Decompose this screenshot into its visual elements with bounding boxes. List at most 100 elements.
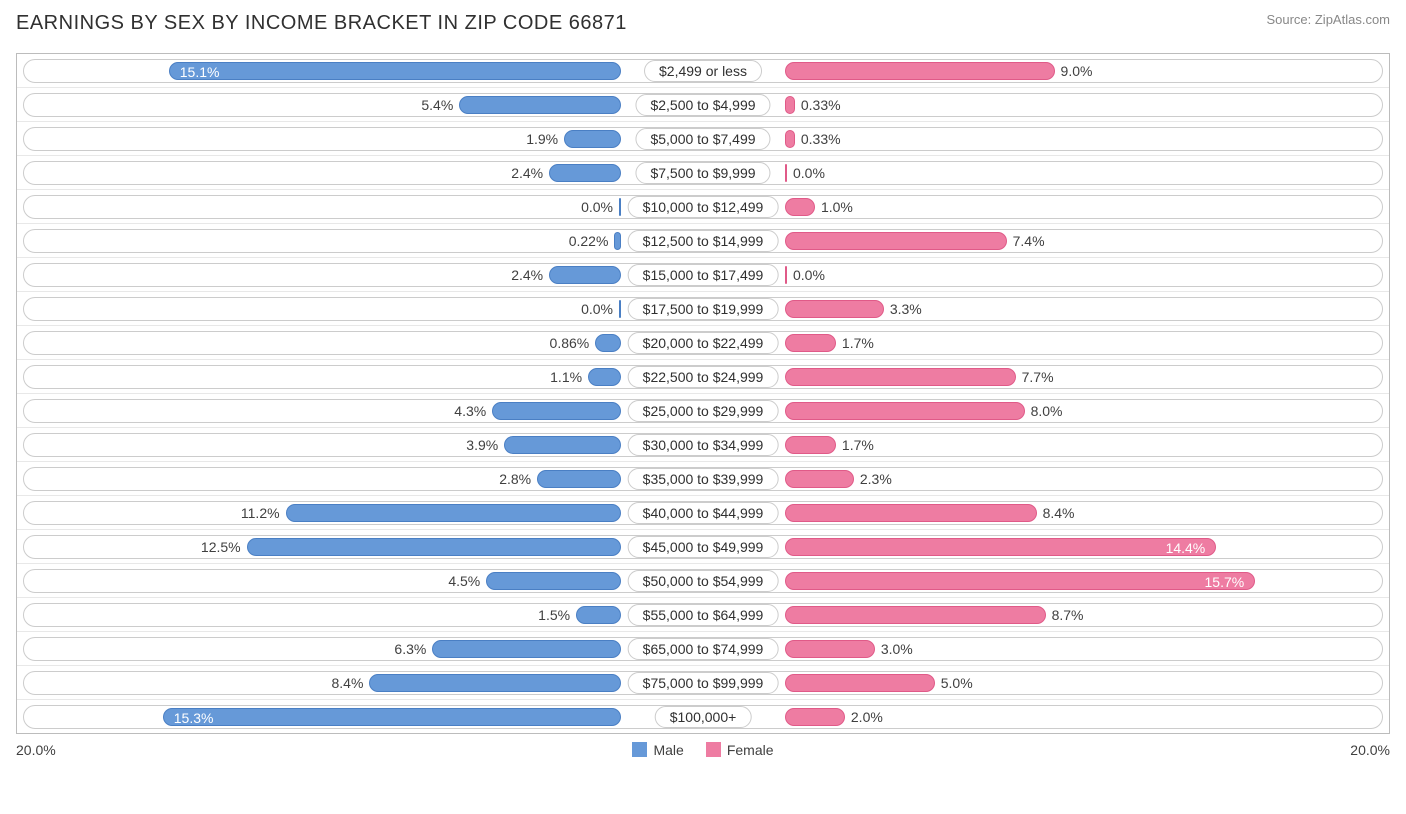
bar-track: 1.9%0.33%$5,000 to $7,499 bbox=[23, 127, 1383, 151]
category-label: $12,500 to $14,999 bbox=[628, 230, 779, 252]
category-label: $2,499 or less bbox=[644, 60, 762, 82]
chart-row: 2.4%0.0%$15,000 to $17,499 bbox=[17, 257, 1389, 291]
legend-label-male: Male bbox=[653, 742, 683, 758]
chart-footer: 20.0% Male Female 20.0% bbox=[16, 742, 1390, 758]
male-bar: 15.3% bbox=[163, 708, 621, 726]
male-half: 12.5% bbox=[24, 536, 703, 558]
chart-row: 15.3%2.0%$100,000+ bbox=[17, 699, 1389, 733]
female-value: 14.4% bbox=[1166, 540, 1206, 556]
chart-row: 4.5%15.7%$50,000 to $54,999 bbox=[17, 563, 1389, 597]
female-bar bbox=[785, 198, 815, 216]
male-half: 2.4% bbox=[24, 264, 703, 286]
female-bar bbox=[785, 470, 854, 488]
male-bar bbox=[247, 538, 621, 556]
male-half: 15.3% bbox=[24, 706, 703, 728]
legend-item-male: Male bbox=[632, 742, 683, 758]
legend-item-female: Female bbox=[706, 742, 774, 758]
female-value: 15.7% bbox=[1205, 574, 1245, 590]
male-half: 4.3% bbox=[24, 400, 703, 422]
female-bar bbox=[785, 266, 787, 284]
female-half: 5.0% bbox=[703, 672, 1382, 694]
category-label: $20,000 to $22,499 bbox=[628, 332, 779, 354]
bar-track: 1.5%8.7%$55,000 to $64,999 bbox=[23, 603, 1383, 627]
male-value: 5.4% bbox=[421, 97, 453, 113]
female-bar bbox=[785, 674, 935, 692]
axis-max-right: 20.0% bbox=[1350, 742, 1390, 758]
male-bar bbox=[549, 164, 621, 182]
bar-track: 2.4%0.0%$7,500 to $9,999 bbox=[23, 161, 1383, 185]
female-value: 8.4% bbox=[1043, 505, 1075, 521]
female-bar bbox=[785, 708, 845, 726]
male-value: 15.3% bbox=[174, 710, 214, 726]
female-value: 7.7% bbox=[1022, 369, 1054, 385]
male-value: 1.5% bbox=[538, 607, 570, 623]
female-half: 1.0% bbox=[703, 196, 1382, 218]
male-value: 2.8% bbox=[499, 471, 531, 487]
category-label: $5,000 to $7,499 bbox=[635, 128, 770, 150]
category-label: $30,000 to $34,999 bbox=[628, 434, 779, 456]
female-value: 1.7% bbox=[842, 335, 874, 351]
chart-row: 1.1%7.7%$22,500 to $24,999 bbox=[17, 359, 1389, 393]
chart-row: 6.3%3.0%$65,000 to $74,999 bbox=[17, 631, 1389, 665]
female-value: 3.0% bbox=[881, 641, 913, 657]
bar-track: 3.9% 1.7% $30,000 to $34,999 bbox=[23, 433, 1383, 457]
chart-row: 2.4%0.0%$7,500 to $9,999 bbox=[17, 155, 1389, 189]
female-half: 8.7% bbox=[703, 604, 1382, 626]
chart-title: EARNINGS BY SEX BY INCOME BRACKET IN ZIP… bbox=[16, 12, 627, 35]
male-bar bbox=[486, 572, 621, 590]
bar-track: 0.0% 1.0%$10,000 to $12,499 bbox=[23, 195, 1383, 219]
category-label: $10,000 to $12,499 bbox=[628, 196, 779, 218]
category-label: $65,000 to $74,999 bbox=[628, 638, 779, 660]
female-bar bbox=[785, 640, 875, 658]
female-half: 2.3% bbox=[703, 468, 1382, 490]
male-half: 11.2% bbox=[24, 502, 703, 524]
male-half: 2.8% bbox=[24, 468, 703, 490]
male-value: 0.0% bbox=[581, 199, 613, 215]
legend-swatch-female bbox=[706, 742, 721, 757]
male-half: 0.0% bbox=[24, 298, 703, 320]
female-value: 3.3% bbox=[890, 301, 922, 317]
female-half: 0.0% bbox=[703, 162, 1382, 184]
chart-row: 1.5%8.7%$55,000 to $64,999 bbox=[17, 597, 1389, 631]
female-value: 1.7% bbox=[842, 437, 874, 453]
bar-track: 4.3%8.0%$25,000 to $29,999 bbox=[23, 399, 1383, 423]
source-attribution: Source: ZipAtlas.com bbox=[1266, 12, 1390, 27]
male-value: 12.5% bbox=[201, 539, 241, 555]
female-bar: 14.4% bbox=[785, 538, 1216, 556]
category-label: $45,000 to $49,999 bbox=[628, 536, 779, 558]
category-label: $100,000+ bbox=[655, 706, 752, 728]
header: EARNINGS BY SEX BY INCOME BRACKET IN ZIP… bbox=[16, 12, 1390, 35]
male-half: 3.9% bbox=[24, 434, 703, 456]
female-bar: 15.7% bbox=[785, 572, 1255, 590]
male-half: 1.5% bbox=[24, 604, 703, 626]
bar-track: 8.4%5.0%$75,000 to $99,999 bbox=[23, 671, 1383, 695]
male-bar bbox=[504, 436, 621, 454]
chart-row: 12.5% 14.4% $45,000 to $49,999 bbox=[17, 529, 1389, 563]
male-bar bbox=[537, 470, 621, 488]
male-bar bbox=[369, 674, 621, 692]
chart-row: 2.8%2.3%$35,000 to $39,999 bbox=[17, 461, 1389, 495]
diverging-bar-chart: 15.1%9.0%$2,499 or less5.4%0.33%$2,500 t… bbox=[16, 53, 1390, 734]
bar-track: 12.5% 14.4% $45,000 to $49,999 bbox=[23, 535, 1383, 559]
male-half: 2.4% bbox=[24, 162, 703, 184]
male-half: 5.4% bbox=[24, 94, 703, 116]
category-label: $50,000 to $54,999 bbox=[628, 570, 779, 592]
female-half: 0.33% bbox=[703, 94, 1382, 116]
male-bar: 15.1% bbox=[169, 62, 621, 80]
male-half: 1.1% bbox=[24, 366, 703, 388]
male-bar bbox=[549, 266, 621, 284]
male-value: 0.0% bbox=[581, 301, 613, 317]
bar-track: 11.2% 8.4% $40,000 to $44,999 bbox=[23, 501, 1383, 525]
category-label: $40,000 to $44,999 bbox=[628, 502, 779, 524]
male-value: 0.86% bbox=[550, 335, 590, 351]
female-half: 7.7% bbox=[703, 366, 1382, 388]
female-value: 0.0% bbox=[793, 267, 825, 283]
male-bar bbox=[588, 368, 621, 386]
female-bar bbox=[785, 96, 795, 114]
female-half: 3.0% bbox=[703, 638, 1382, 660]
chart-row: 11.2% 8.4% $40,000 to $44,999 bbox=[17, 495, 1389, 529]
male-bar bbox=[286, 504, 621, 522]
male-bar bbox=[614, 232, 621, 250]
bar-track: 2.8%2.3%$35,000 to $39,999 bbox=[23, 467, 1383, 491]
female-bar bbox=[785, 402, 1025, 420]
